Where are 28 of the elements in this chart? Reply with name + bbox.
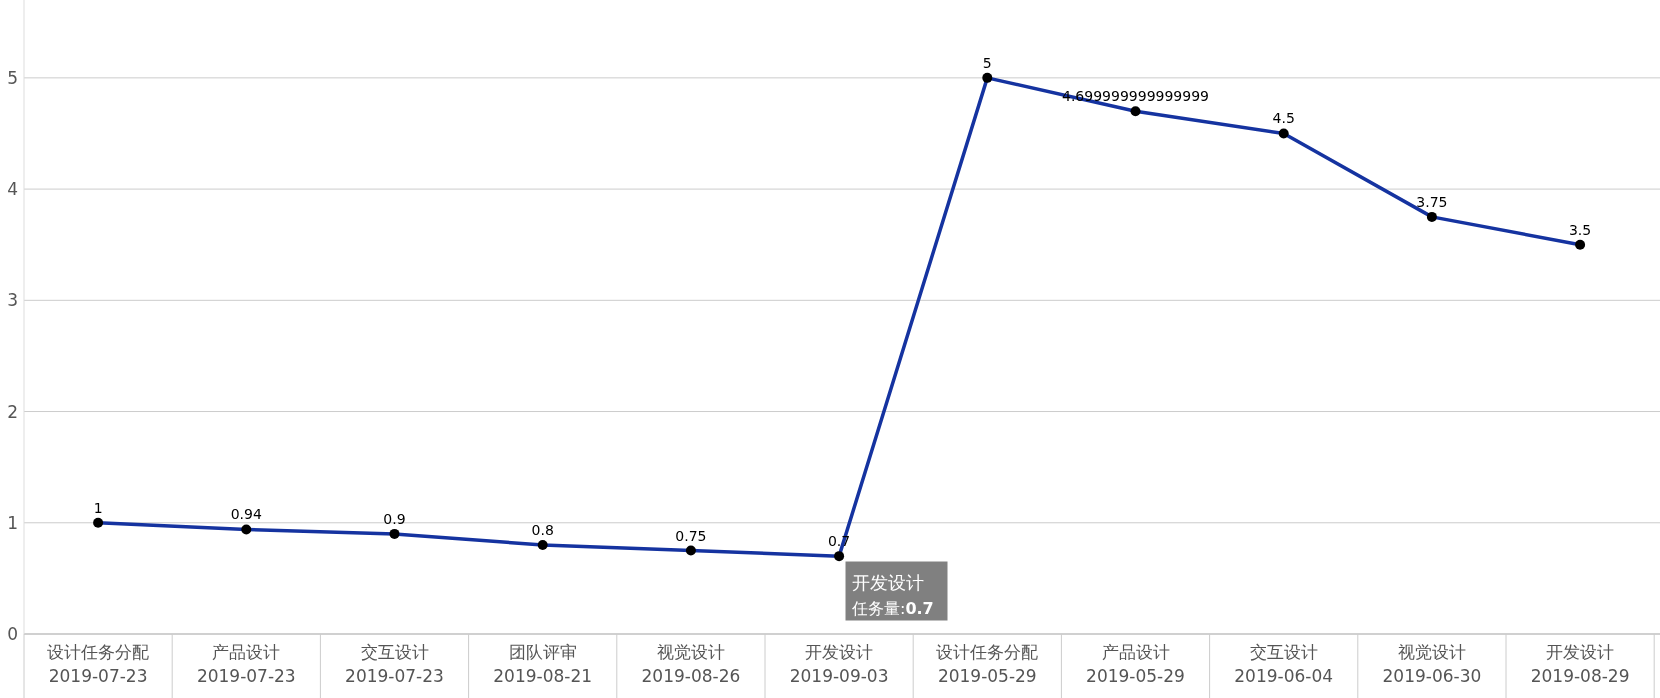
x-tick-label: 交互设计 2019-07-23: [345, 642, 444, 686]
data-label: 3.5: [1568, 221, 1592, 238]
x-tick-label: 设计任务分配 2019-05-29: [936, 642, 1039, 686]
annotation: 任务量:0.7: [851, 599, 934, 618]
x-tick-label: 产品设计 2019-07-23: [196, 642, 296, 686]
x-tick-label: 视觉设计 2019-06-30: [1382, 642, 1482, 686]
data-label: 1: [93, 499, 103, 516]
x-tick-label: 产品设计 2019-05-29: [1086, 642, 1185, 686]
data-label: 0.8: [531, 522, 554, 539]
y-tick-label: 2: [7, 401, 18, 422]
x-tick-label: 团队评审 2019-08-21: [493, 642, 593, 686]
annotation: 开发设计: [852, 572, 924, 593]
y-tick-label: 3: [7, 290, 18, 311]
data-label: 0.94: [230, 506, 262, 523]
y-tick-label: 5: [7, 67, 18, 88]
x-tick-label: 开发设计 2019-09-03: [789, 642, 889, 686]
x-tick-label: 交互设计 2019-06-04: [1234, 642, 1334, 686]
data-label: 3.75: [1416, 193, 1448, 210]
data-label: 0.9: [383, 510, 406, 527]
data-label: 5: [982, 54, 992, 71]
x-tick-label: 开发设计 2019-08-29: [1530, 642, 1630, 686]
data-label: 4.5: [1272, 110, 1295, 127]
x-tick-label: 视觉设计 2019-08-26: [641, 642, 741, 686]
y-tick-label: 0: [7, 624, 18, 644]
data-label: 0.75: [675, 527, 707, 544]
y-tick-label: 4: [7, 179, 18, 200]
x-tick-label: 设计任务分配 2019-07-23: [47, 642, 150, 686]
y-tick-label: 1: [7, 512, 18, 533]
